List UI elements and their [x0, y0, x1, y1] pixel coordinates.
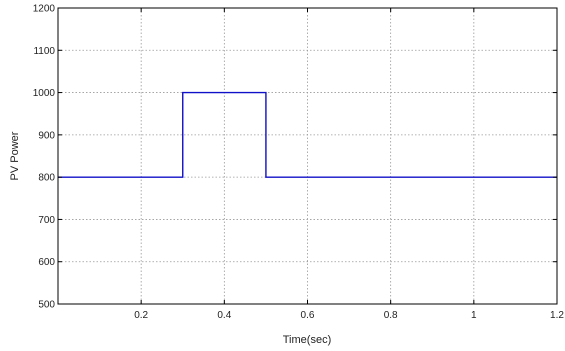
y-tick-labels: 500 600 700 800 900 1000 1100 1200: [33, 4, 56, 311]
x-tick-label: 1.2: [550, 310, 564, 321]
y-tick-label: 700: [38, 215, 55, 226]
x-tick-labels: 0.2 0.4 0.6 0.8 1 1.2: [134, 310, 564, 321]
y-tick-label: 800: [38, 173, 55, 184]
x-tick-label: 0.2: [134, 310, 148, 321]
series-line: [58, 91, 557, 178]
x-tick-label: 1: [471, 310, 477, 321]
x-tick-label: 0.6: [301, 310, 315, 321]
y-tick-label: 500: [38, 300, 55, 311]
y-axis-label: PV Power: [9, 131, 21, 180]
y-tick-label: 600: [38, 257, 55, 268]
plot-frame: [57, 7, 558, 305]
x-axis-label: Time(sec): [283, 334, 331, 346]
y-tick-label: 1200: [33, 4, 56, 15]
x-tick-label: 0.4: [217, 310, 231, 321]
x-tick-label: 0.8: [384, 310, 398, 321]
y-tick-label: 1100: [33, 46, 55, 57]
series-layer: [58, 91, 557, 178]
y-tick-label: 1000: [33, 88, 56, 99]
y-tick-label: 900: [38, 130, 55, 141]
grid-lines: [58, 8, 557, 304]
